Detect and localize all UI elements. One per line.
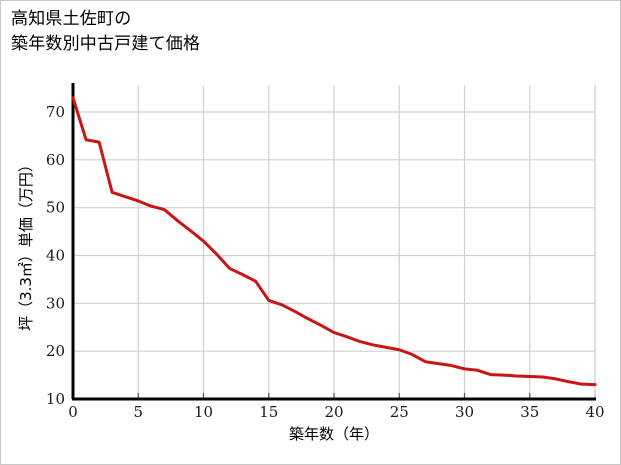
x-tick-label: 15 [259,403,278,421]
x-tick-label: 30 [455,403,474,421]
y-tick-label: 20 [46,342,65,360]
y-tick-label: 30 [46,294,65,312]
x-tick-label: 35 [520,403,539,421]
x-tick-labels: 0 5 10 15 20 25 30 35 40 [68,403,604,421]
x-tick-label: 10 [194,403,213,421]
y-tick-label: 10 [46,390,65,408]
gridlines [73,85,596,399]
y-tick-labels: 10 20 30 40 50 60 70 [46,103,65,408]
plot-frame [71,83,596,401]
x-tick-label: 0 [68,403,78,421]
y-tick-label: 40 [46,247,65,265]
x-tick-label: 25 [390,403,409,421]
x-axis-label: 築年数（年） [289,425,379,443]
y-tick-label: 60 [46,151,65,169]
x-tick-label: 20 [324,403,343,421]
page-title: 高知県土佐町の 築年数別中古戸建て価格 [11,9,201,54]
data-series-line [71,96,597,387]
y-tick-label: 50 [46,199,65,217]
y-tick-label: 70 [46,103,65,121]
x-tick-label: 40 [585,403,604,421]
x-tick-label: 5 [133,403,143,421]
y-axis-label: 坪（3.3㎡）単価（万円） [17,157,35,331]
